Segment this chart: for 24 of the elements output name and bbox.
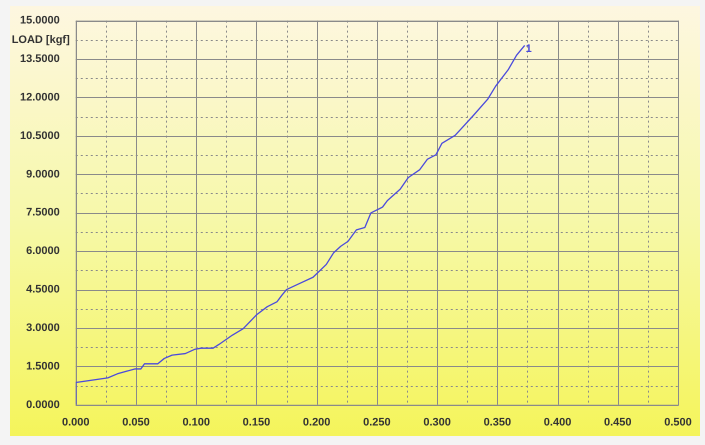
y-tick-label: 3.0000 <box>26 322 60 334</box>
y-axis-title: LOAD [kgf] <box>12 34 70 46</box>
y-tick-label: 1.5000 <box>26 360 60 372</box>
x-tick-label: 0.000 <box>62 416 90 428</box>
y-tick-label: 10.5000 <box>20 130 60 142</box>
y-tick-label: 9.0000 <box>26 168 60 180</box>
y-tick-label: 7.5000 <box>26 206 60 219</box>
x-tick-label: 0.200 <box>302 416 330 428</box>
y-tick-label: 13.5000 <box>20 53 60 66</box>
y-tick-label: 6.0000 <box>26 245 60 258</box>
x-tick-label: 0.150 <box>242 416 270 428</box>
x-tick-label: 0.350 <box>484 416 512 428</box>
x-tick-label: 0.300 <box>423 416 451 428</box>
y-tick-label: 15.0000 <box>20 14 60 27</box>
x-tick-label: 0.500 <box>664 416 692 428</box>
x-tick-label: 0.400 <box>544 416 572 428</box>
x-tick-label: 0.250 <box>363 416 391 428</box>
x-tick-label: 0.450 <box>604 416 632 428</box>
annotation: 1 <box>526 42 532 55</box>
y-tick-label: 12.0000 <box>20 91 60 104</box>
x-tick-label: 0.050 <box>122 416 150 428</box>
y-tick-label: 4.5000 <box>26 284 60 296</box>
x-tick-label: 0.100 <box>182 416 210 428</box>
y-tick-label: 0.0000 <box>26 398 60 411</box>
